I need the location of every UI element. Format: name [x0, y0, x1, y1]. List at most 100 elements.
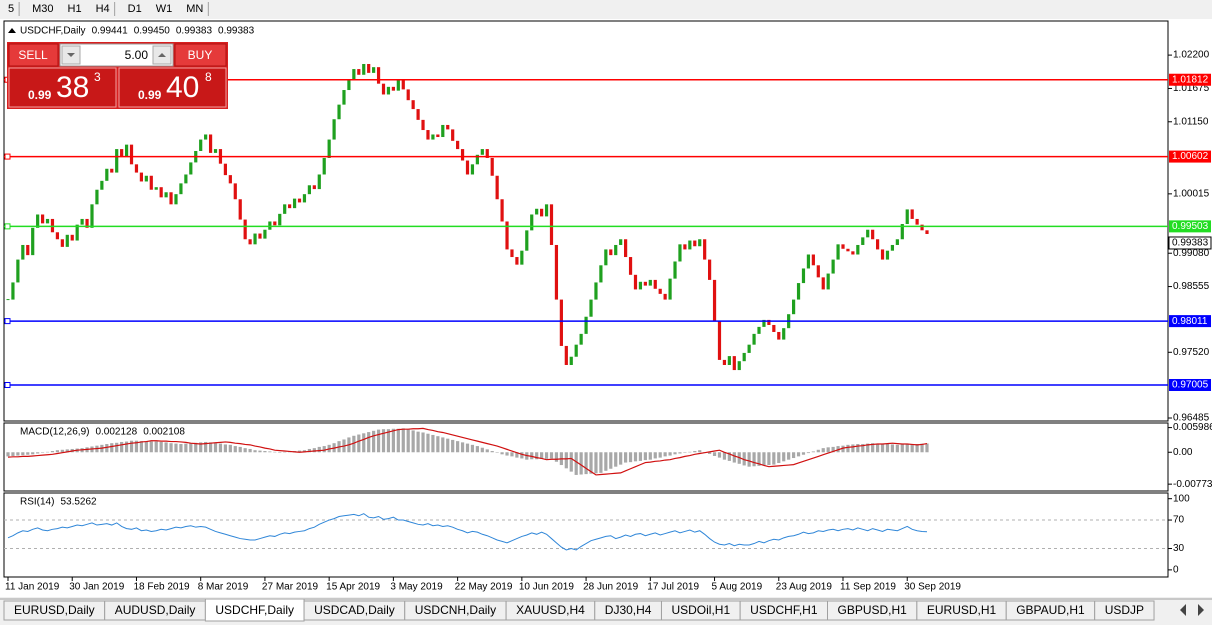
macd-bar	[861, 444, 865, 453]
sell-price-prefix: 0.99	[28, 88, 52, 102]
macd-bar	[50, 451, 55, 453]
candle	[16, 259, 20, 283]
macd-bar	[638, 452, 643, 461]
timeframe-button[interactable]: H4	[96, 3, 110, 15]
candle	[554, 244, 559, 300]
timeframe-button[interactable]: W1	[156, 3, 173, 15]
macd-bar	[154, 441, 158, 453]
macd-bar	[367, 432, 371, 453]
timeframe-button[interactable]: D1	[128, 3, 142, 15]
candle	[801, 268, 806, 284]
macd-bar	[297, 450, 302, 453]
macd-bar	[406, 429, 410, 453]
candle	[411, 100, 415, 110]
timeframe-button[interactable]: M30	[32, 3, 53, 15]
candle	[619, 239, 623, 245]
candle	[401, 79, 405, 90]
panel-header: 0.002108	[143, 427, 185, 438]
sell-price-box[interactable]	[8, 67, 117, 108]
macd-bar	[40, 452, 45, 453]
x-tick-label: 11 Sep 2019	[840, 582, 896, 593]
macd-signal	[7, 427, 928, 476]
macd-bar	[283, 451, 287, 453]
candle	[134, 164, 139, 173]
candle	[712, 279, 717, 322]
candle	[238, 199, 242, 220]
candle	[510, 249, 514, 258]
candle	[470, 164, 475, 175]
candle	[584, 316, 588, 334]
macd-bar	[475, 446, 479, 453]
macd-bar	[811, 451, 815, 453]
candle	[70, 234, 74, 241]
candle	[362, 63, 366, 75]
candle	[85, 218, 89, 228]
y-tick-label: 1.01150	[1173, 116, 1209, 127]
sell-price-big: 38	[56, 71, 89, 104]
macd-bar	[722, 452, 727, 460]
macd-bar	[436, 436, 440, 453]
candle	[846, 248, 850, 252]
buy-button[interactable]	[174, 43, 227, 67]
tab-scroll-right[interactable]	[1198, 604, 1204, 616]
candle	[564, 345, 568, 365]
timeframe-button[interactable]: H1	[68, 3, 82, 15]
candle	[796, 283, 801, 300]
lot-field[interactable]	[59, 43, 174, 67]
candle	[406, 89, 410, 101]
candle	[866, 229, 870, 238]
y-tick-label: 0.99080	[1173, 248, 1210, 259]
candle	[856, 244, 860, 255]
candle	[589, 299, 593, 317]
macd-bar	[752, 452, 756, 467]
sell-button[interactable]	[8, 43, 59, 67]
macd-bar	[900, 444, 904, 453]
candle	[110, 168, 114, 173]
macd-bar	[124, 441, 129, 453]
level-label-bg	[1169, 315, 1211, 328]
candle	[396, 79, 400, 91]
candle	[821, 277, 825, 290]
macd-bar	[535, 452, 539, 460]
candle	[139, 172, 144, 182]
timeframe-button[interactable]: MN	[186, 3, 203, 15]
candle	[337, 104, 341, 120]
tab-label: USDJP	[1105, 603, 1144, 617]
candle	[688, 240, 692, 250]
tab[interactable]	[1094, 600, 1155, 621]
macd-bar	[614, 452, 618, 467]
macd-bar	[495, 452, 499, 453]
candle	[900, 224, 904, 240]
tab-scroll-left[interactable]	[1180, 604, 1186, 616]
macd-bar	[633, 452, 638, 462]
panel-header: RSI(14)	[20, 497, 54, 508]
candle	[683, 244, 687, 250]
timeframe-button[interactable]: 5	[8, 3, 14, 15]
macd-bar	[594, 452, 598, 474]
candle	[643, 281, 647, 286]
chart-panels: 1.02200 1.01675 1.01150 1.00015 0.99080 0.985…	[3, 20, 1212, 593]
candle	[880, 249, 885, 260]
macd-bar	[574, 452, 578, 475]
macd-bar	[421, 432, 425, 453]
candle	[60, 239, 64, 247]
candle	[441, 124, 445, 138]
candle	[826, 273, 830, 290]
macd-bar	[505, 452, 509, 456]
macd-bar	[179, 444, 183, 453]
candle	[347, 79, 351, 91]
buy-price-box[interactable]	[118, 67, 227, 108]
tab-label: USDCNH,Daily	[415, 603, 496, 617]
macd-bar	[129, 440, 134, 453]
candle	[708, 259, 712, 280]
macd-bar	[890, 444, 895, 453]
candle	[614, 244, 618, 256]
macd-bar	[688, 451, 692, 453]
level-label-bg	[1169, 378, 1211, 391]
macd-bar	[875, 443, 880, 453]
macd-bar	[767, 452, 771, 466]
candle	[747, 344, 751, 353]
sell-label: SELL	[18, 48, 48, 62]
macd-bar	[599, 452, 603, 473]
level-label-bg	[1169, 73, 1211, 86]
